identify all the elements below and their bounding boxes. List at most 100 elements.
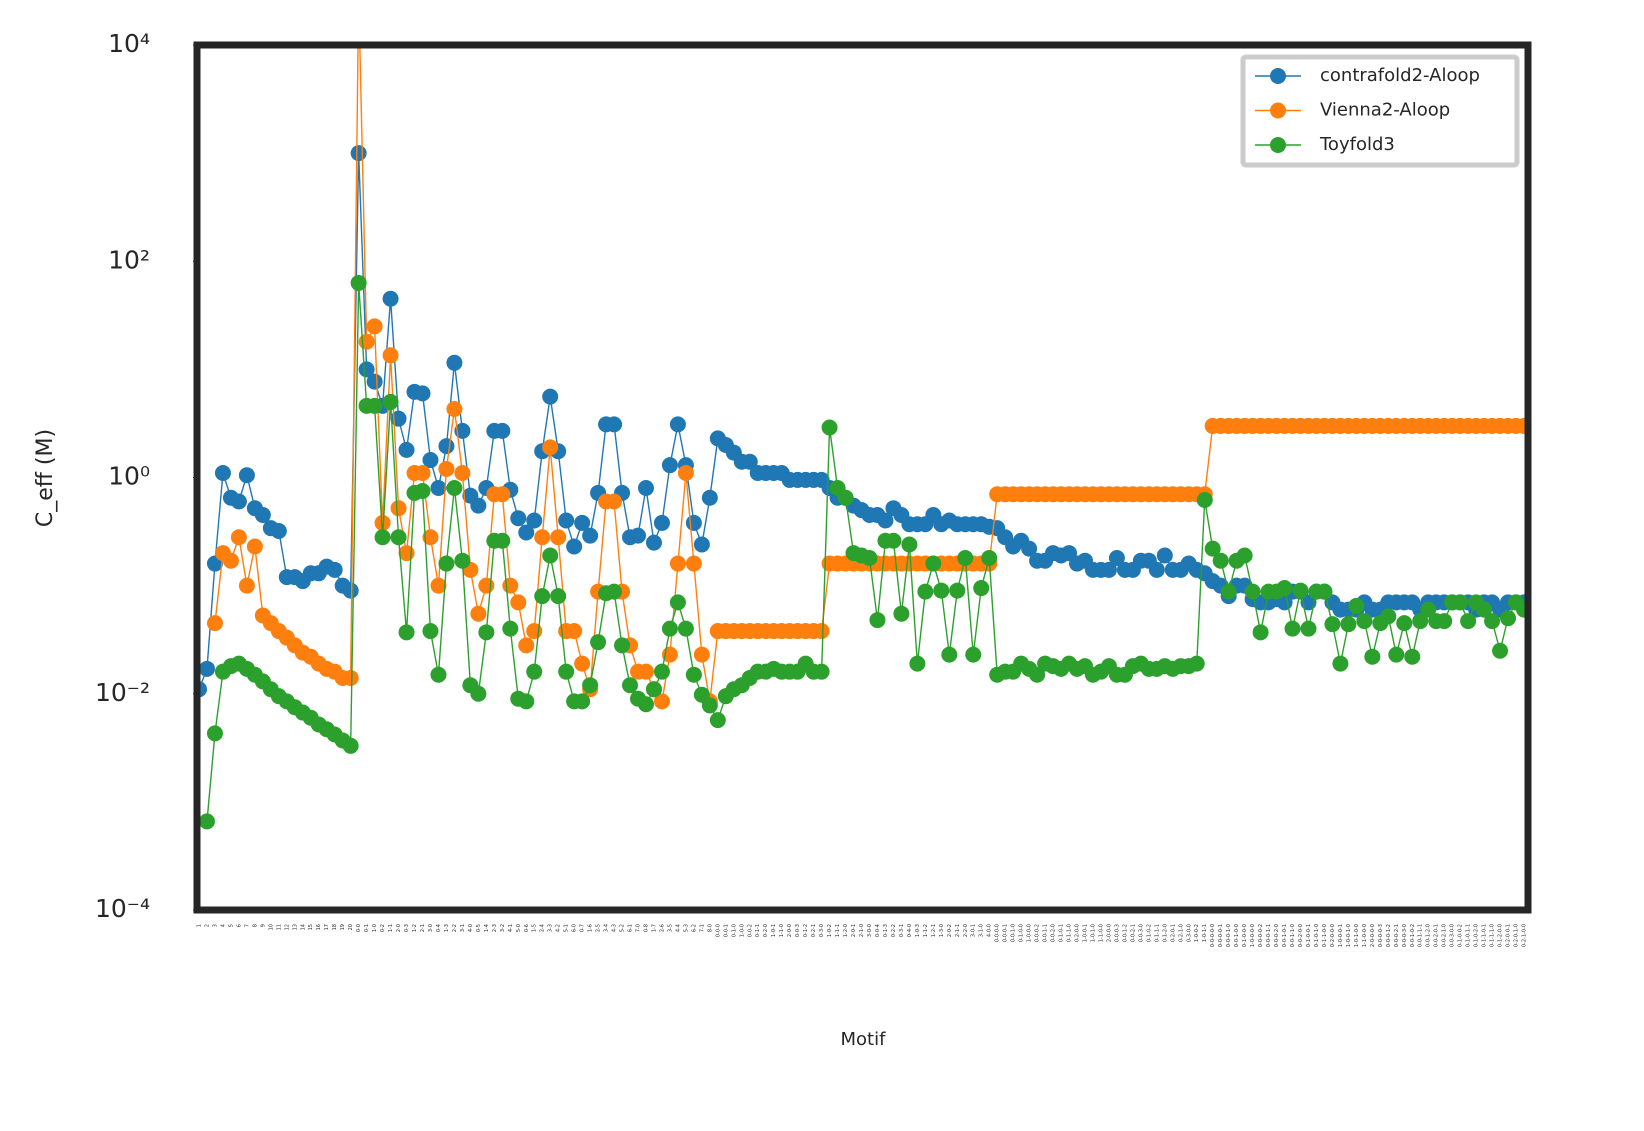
x-tick-label: 5-3 <box>683 924 689 932</box>
x-tick-label: 1-1 <box>388 924 394 932</box>
x-tick-label: 0-0-0-1-1 <box>1266 924 1272 947</box>
x-tick-label: 0-0-2-0-1 <box>1434 924 1440 947</box>
x-tick-label: 0-2-1-0-0 <box>1522 924 1528 947</box>
data-point <box>1204 540 1221 557</box>
x-tick-label: 7-0 <box>636 924 642 932</box>
data-point <box>1220 583 1237 600</box>
data-point <box>550 588 567 605</box>
x-tick-label: 2-4 <box>540 924 546 932</box>
x-tick-label: 20 <box>348 924 354 930</box>
x-tick-label: 1-0-1 <box>771 924 777 937</box>
x-tick-label: 15 <box>308 924 314 930</box>
legend: contrafold2-Aloop Vienna2-Aloop Toyfold3 <box>1240 54 1520 168</box>
data-point <box>502 620 519 637</box>
data-point <box>1324 616 1341 633</box>
data-point <box>446 354 463 371</box>
x-tick-label: 8 <box>252 924 258 927</box>
data-point <box>574 655 591 672</box>
data-point <box>198 813 215 830</box>
data-point <box>574 693 591 710</box>
data-point <box>382 393 399 410</box>
x-tick-label: 0-1-2-0 <box>1162 924 1168 942</box>
x-tick-label: 0-0-1-0-2 <box>1410 924 1416 947</box>
data-point <box>1252 624 1269 641</box>
x-tick-label: 0-1-0-0-1 <box>1306 924 1312 947</box>
data-point <box>1380 608 1397 625</box>
data-point <box>1460 613 1477 630</box>
plot-area <box>197 45 1528 830</box>
x-tick-label: 0-2-0-1 <box>1170 924 1176 942</box>
x-tick-label: 0-1-0-0-0 <box>1242 924 1248 947</box>
x-tick-label: 2-0 <box>396 924 402 932</box>
data-point <box>1029 666 1046 683</box>
data-point <box>669 555 686 572</box>
data-point <box>701 489 718 506</box>
data-point <box>693 536 710 553</box>
data-point <box>813 623 830 640</box>
data-point <box>374 514 391 531</box>
data-point <box>502 577 519 594</box>
x-tick-label: 3-3 <box>548 924 554 932</box>
data-point <box>526 623 543 640</box>
data-point <box>614 637 631 654</box>
data-point <box>350 145 367 162</box>
x-tick-label: 2-0-1 <box>851 924 857 937</box>
data-point <box>470 605 487 622</box>
x-tick-label: 7-1 <box>699 924 705 932</box>
data-point <box>422 623 439 640</box>
data-point <box>1452 594 1469 611</box>
data-point <box>438 438 455 455</box>
x-tick-label: 1-0-1-1 <box>1202 924 1208 942</box>
data-point <box>1236 547 1253 564</box>
data-point <box>669 416 686 433</box>
data-point <box>326 561 343 578</box>
x-tick-label: 0-0-0-2-1 <box>1394 924 1400 947</box>
x-tick-label: 12 <box>284 924 290 930</box>
data-point <box>478 577 495 594</box>
data-point <box>869 612 886 629</box>
x-tick-label: 1-5 <box>532 924 538 932</box>
x-tick-label: 0-0-1-1-0 <box>1290 924 1296 947</box>
data-point <box>414 385 431 402</box>
data-point <box>558 512 575 529</box>
x-tick-label: 2-0-0-0 <box>1106 924 1112 942</box>
x-tick-label: 0-0-0-2 <box>1035 924 1041 942</box>
x-tick-label: 3-0-0 <box>867 924 873 937</box>
data-point <box>454 422 471 439</box>
data-point <box>254 506 271 523</box>
data-point <box>366 318 383 335</box>
x-tick-label: 0-1-3 <box>883 924 889 937</box>
x-tick-label: 2-0-0 <box>787 924 793 937</box>
y-tick-label: 10⁴ <box>108 29 150 58</box>
data-point <box>566 538 583 555</box>
x-tick-label: 10 <box>268 924 274 930</box>
legend-marker <box>1270 102 1286 119</box>
x-tick-label: 0-0-0-3 <box>1114 924 1120 942</box>
data-point <box>414 465 431 482</box>
x-tick-label: 2-2-0 <box>963 924 969 937</box>
data-point <box>1212 552 1229 569</box>
data-point <box>957 550 974 567</box>
x-tick-label: 0-0-1-2-0 <box>1426 924 1432 947</box>
x-tick-label: 11 <box>276 924 282 930</box>
data-point <box>653 514 670 531</box>
data-point <box>1332 655 1349 672</box>
data-point <box>374 529 391 546</box>
data-point <box>653 663 670 680</box>
data-point <box>685 666 702 683</box>
x-tick-label: 0-0-0-0-3 <box>1378 924 1384 947</box>
x-tick-label: 0-3-0-0 <box>1186 924 1192 942</box>
data-point <box>606 493 623 510</box>
x-tick-label: 1 <box>197 924 203 927</box>
x-tick-label: 3-0-1 <box>971 924 977 937</box>
x-tick-label: 0-0-3-0-0 <box>1450 924 1456 947</box>
x-tick-label: 3-1 <box>460 924 466 932</box>
x-tick-label: 18 <box>332 924 338 930</box>
data-point <box>518 637 535 654</box>
x-tick-label: 1-0-1-0 <box>1090 924 1096 942</box>
data-point <box>238 577 255 594</box>
x-tick-label: 0-0-1-0-1 <box>1282 924 1288 947</box>
x-tick-label: 0-0-0-1-2 <box>1386 924 1392 947</box>
data-point <box>661 457 678 474</box>
